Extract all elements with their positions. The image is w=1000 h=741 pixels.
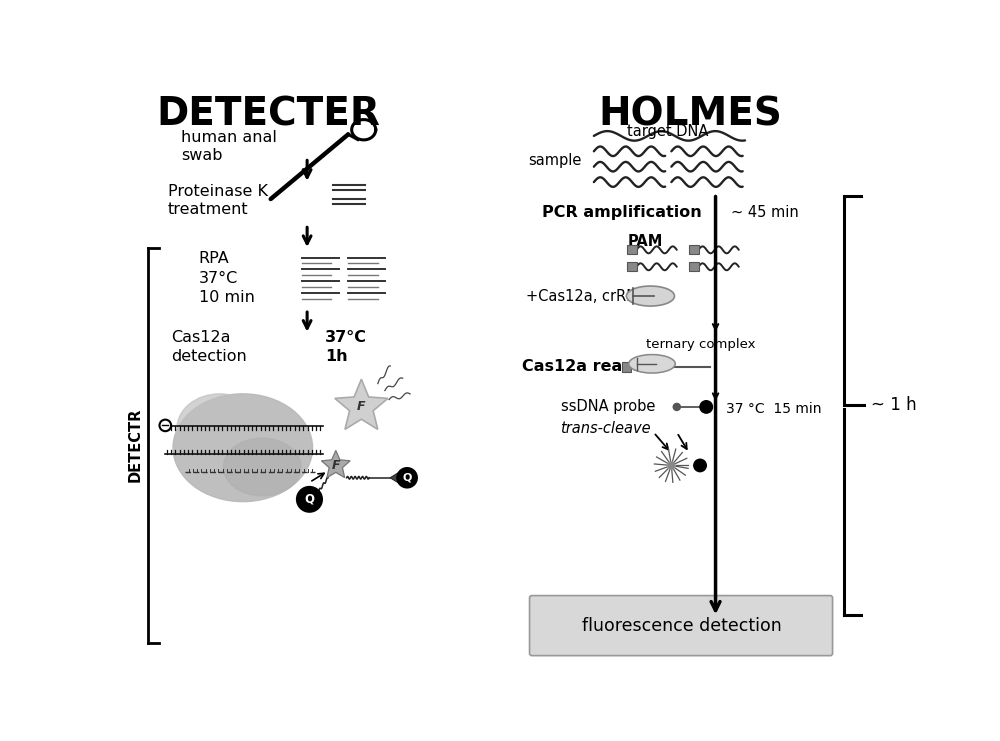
Polygon shape — [321, 451, 350, 478]
Text: DETECTR: DETECTR — [128, 408, 143, 482]
Polygon shape — [335, 379, 388, 429]
Circle shape — [296, 486, 323, 513]
Text: +Cas12a, crRNA: +Cas12a, crRNA — [526, 288, 648, 304]
Text: Q: Q — [304, 493, 314, 506]
Text: F: F — [332, 459, 340, 472]
Circle shape — [673, 402, 681, 411]
Text: sample: sample — [528, 153, 581, 168]
Text: Cas12a reaction: Cas12a reaction — [522, 359, 667, 374]
Circle shape — [159, 419, 171, 431]
Text: Proteinase K
treatment: Proteinase K treatment — [168, 184, 268, 217]
Ellipse shape — [626, 286, 674, 306]
Text: PCR amplification: PCR amplification — [542, 205, 702, 220]
Text: ssDNA probe: ssDNA probe — [561, 399, 655, 414]
Text: Q: Q — [402, 473, 412, 483]
Text: target DNA: target DNA — [627, 124, 708, 139]
Text: trans-cleave: trans-cleave — [561, 421, 651, 436]
Circle shape — [693, 459, 707, 472]
FancyBboxPatch shape — [622, 362, 631, 372]
Text: fluorescence detection: fluorescence detection — [582, 617, 781, 634]
Ellipse shape — [629, 355, 675, 373]
Text: ~ 45 min: ~ 45 min — [731, 205, 799, 220]
Text: HOLMES: HOLMES — [599, 96, 783, 134]
Text: 37°C
1h: 37°C 1h — [325, 330, 367, 364]
Polygon shape — [390, 471, 400, 484]
Ellipse shape — [177, 393, 262, 463]
Circle shape — [396, 467, 418, 488]
Text: DETECTER: DETECTER — [156, 96, 380, 134]
FancyBboxPatch shape — [627, 262, 637, 271]
Text: ~ 1 h: ~ 1 h — [871, 396, 916, 414]
Text: ternary complex: ternary complex — [646, 338, 755, 350]
Circle shape — [699, 400, 713, 414]
Ellipse shape — [223, 438, 301, 496]
Text: human anal
swab: human anal swab — [181, 130, 277, 163]
Text: Cas12a
detection: Cas12a detection — [172, 330, 247, 364]
FancyBboxPatch shape — [689, 245, 698, 254]
Text: 37 °C  15 min: 37 °C 15 min — [726, 402, 821, 416]
Text: F: F — [357, 400, 366, 413]
FancyBboxPatch shape — [627, 245, 637, 254]
Text: RPA
37°C
10 min: RPA 37°C 10 min — [199, 251, 254, 305]
FancyBboxPatch shape — [530, 596, 833, 656]
Circle shape — [667, 461, 676, 470]
Text: PAM: PAM — [627, 234, 663, 250]
FancyBboxPatch shape — [689, 262, 698, 271]
Ellipse shape — [173, 393, 313, 502]
